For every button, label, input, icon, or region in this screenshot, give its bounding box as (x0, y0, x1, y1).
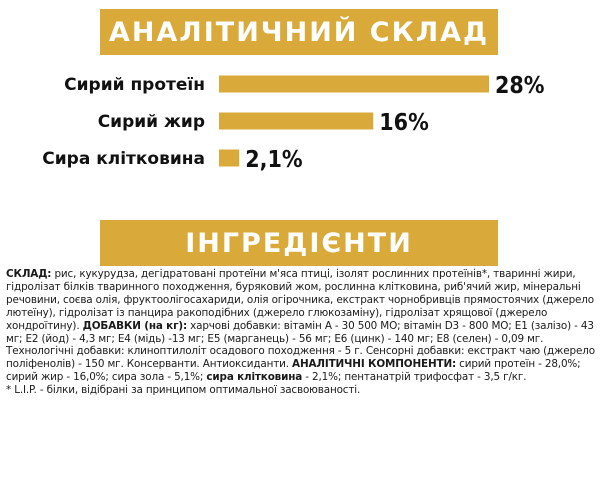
composition-label: СКЛАД: (6, 268, 52, 280)
bar (219, 112, 374, 130)
bar-category-label: Сира клітковина (42, 149, 205, 169)
analytical-label: АНАЛІТИЧНІ КОМПОНЕНТИ: (292, 358, 457, 371)
ingredients-title: ІНГРЕДІЄНТИ (185, 227, 413, 259)
analysis-title: АНАЛІТИЧНИЙ СКЛАД (108, 16, 490, 48)
bar-value-label: 2,1% (245, 147, 303, 173)
bar-category-label: Сирий протеїн (64, 75, 205, 95)
additives-text: харчові добавки: вітамін А - 30 500 МО; … (6, 319, 595, 371)
fiber-label: сира клітковина (206, 371, 303, 384)
additives-label: ДОБАВКИ (на кг): (82, 319, 187, 332)
analytical-text: сирий протеїн - 28,0%; сирий жир - 16,0%… (6, 358, 581, 384)
bar (219, 75, 489, 93)
bar-category-label: Сирий жир (98, 112, 205, 132)
ingredients-banner: ІНГРЕДІЄНТИ (100, 220, 498, 266)
bar-value-label: 16% (379, 110, 429, 136)
bar-value-label: 28% (495, 73, 545, 99)
ingredients-text: СКЛАД: рис, кукурудза, дегідратовані про… (6, 268, 598, 397)
fiber-text: - 2,1%; пентанатрій трифосфат - 3,5 г/кг… (302, 371, 527, 384)
composition-text: рис, кукурудза, дегідратовані протеїни м… (6, 268, 594, 332)
analysis-banner: АНАЛІТИЧНИЙ СКЛАД (100, 9, 498, 55)
footnote: * L.I.P. - білки, відібрані за принципом… (6, 384, 361, 397)
nutrient-bar-chart: Сирий протеїн 28% Сирий жир 16% Сира клітков… (42, 73, 545, 173)
bar (219, 149, 240, 167)
